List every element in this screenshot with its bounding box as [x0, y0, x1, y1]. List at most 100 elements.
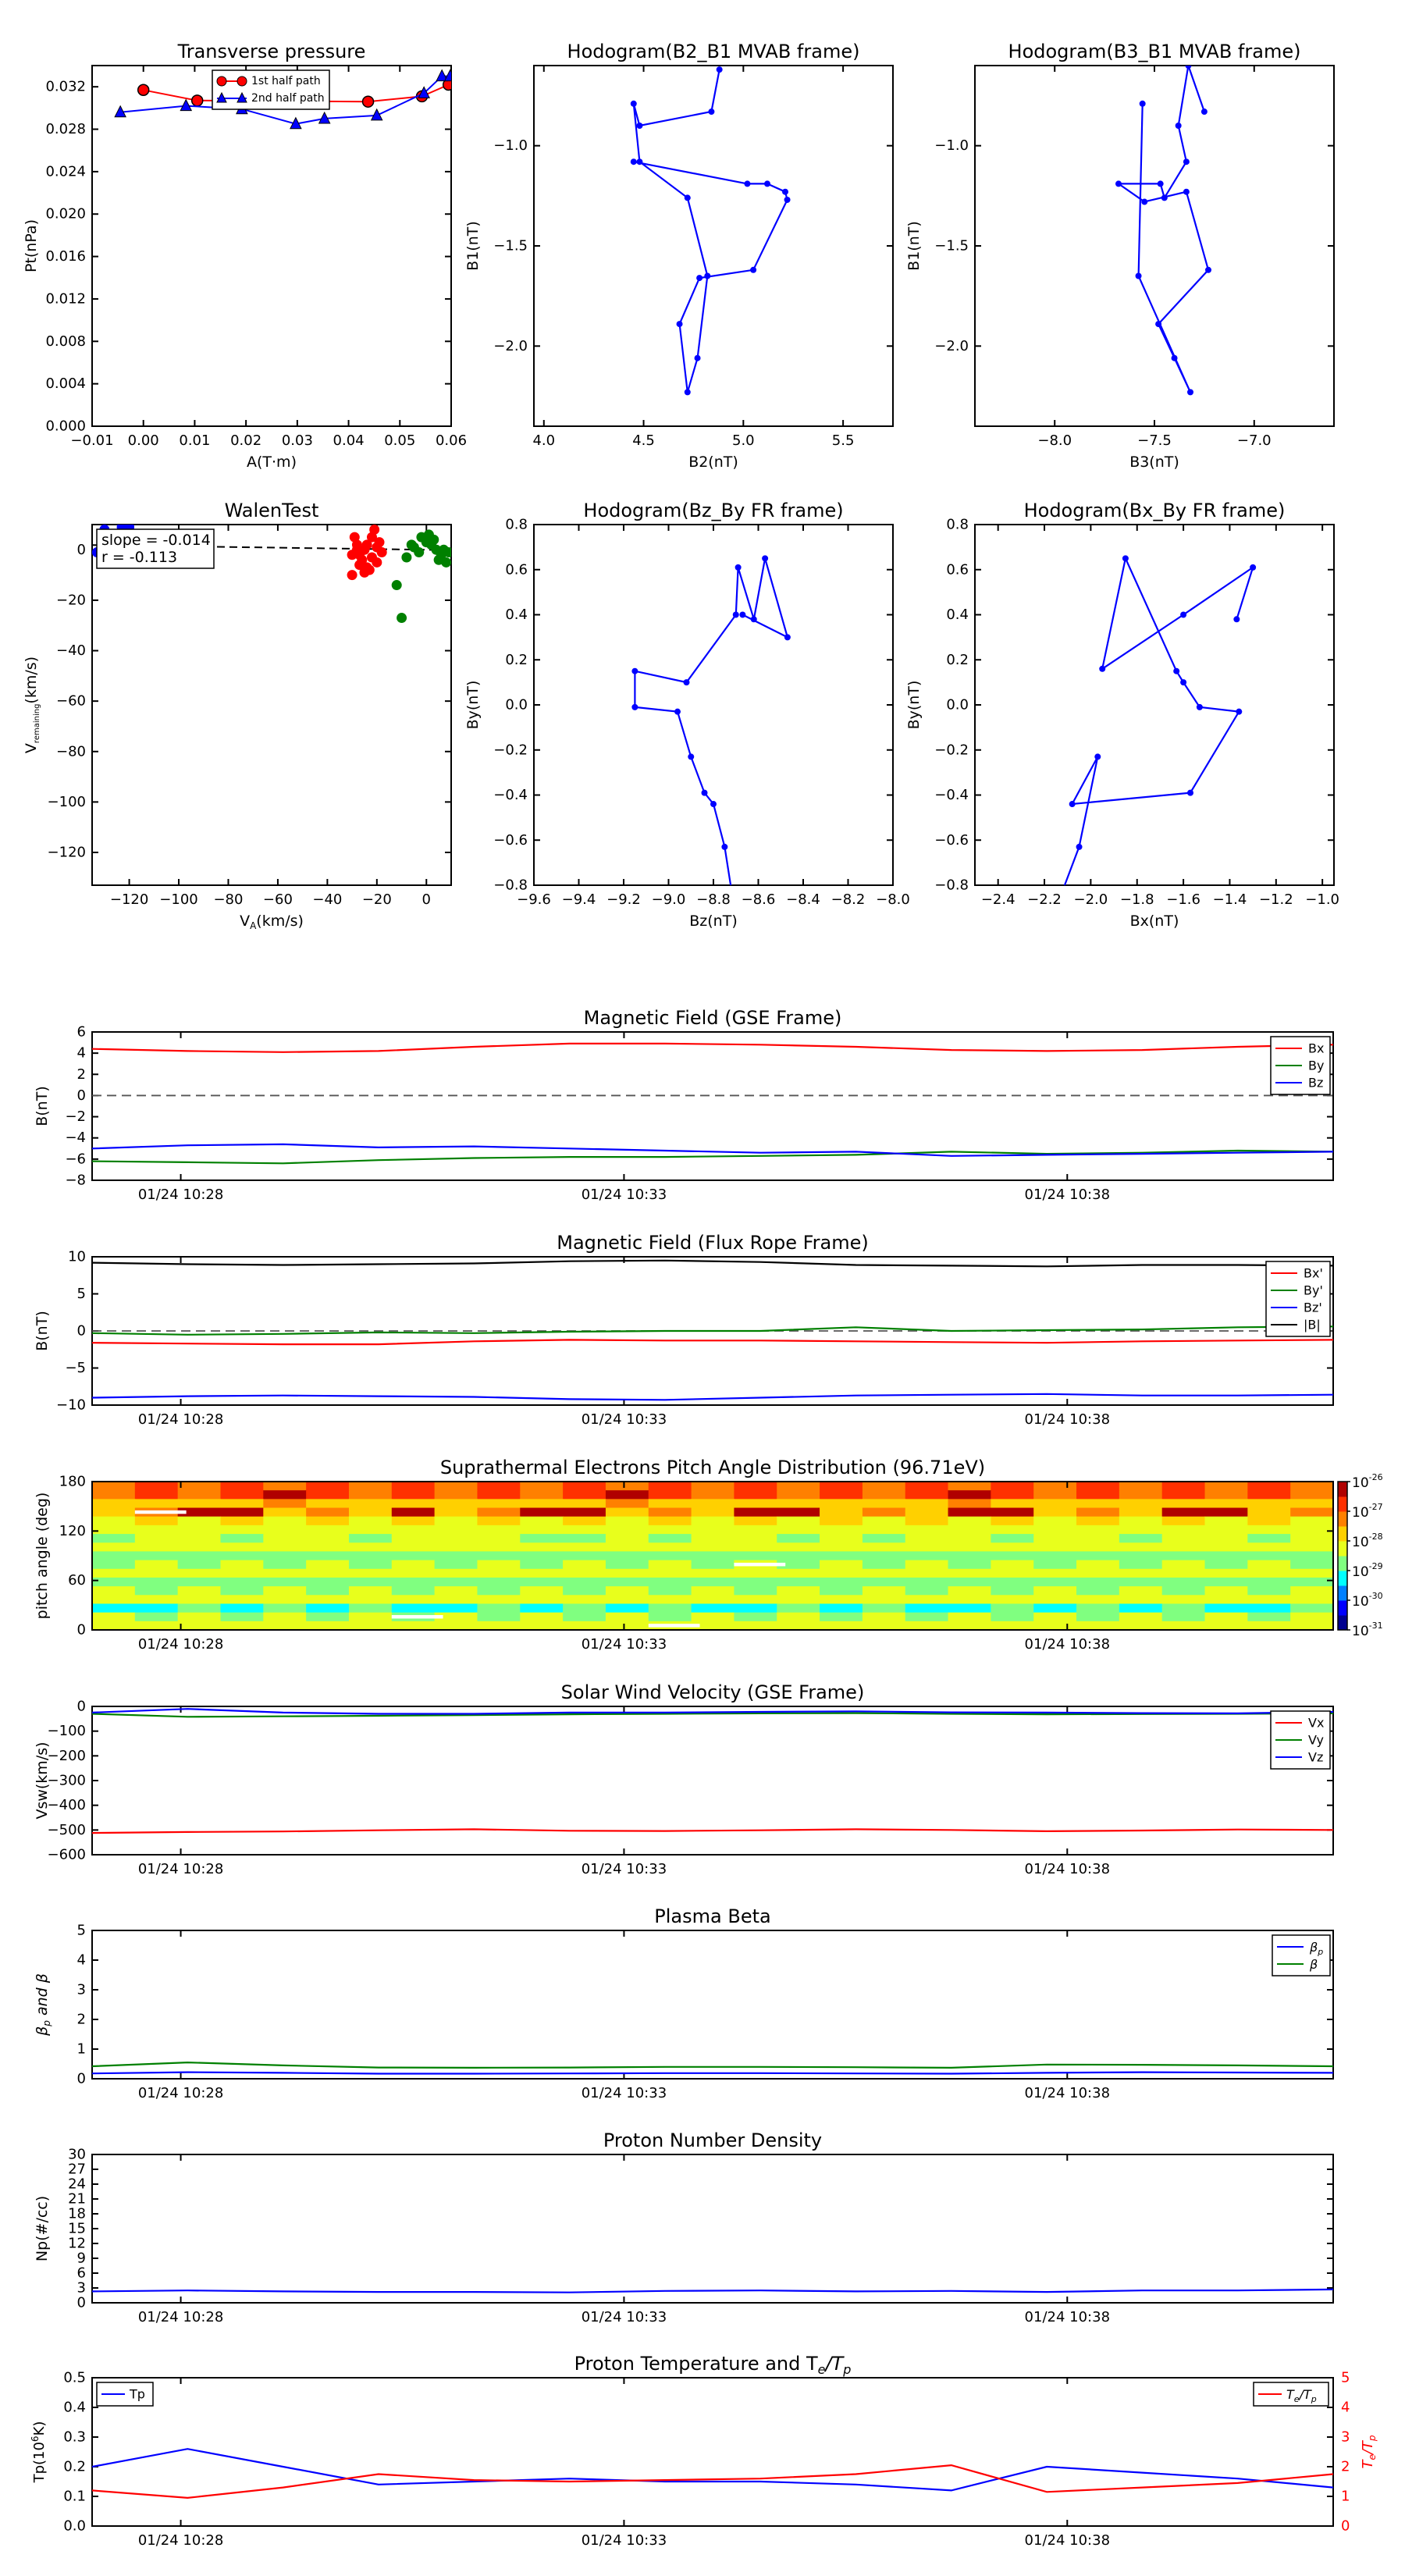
colorbar-segment	[1338, 1526, 1347, 1542]
hodogram-point	[1205, 266, 1211, 273]
heatmap-cell	[134, 1534, 179, 1543]
heatmap-cell	[648, 1595, 692, 1605]
hodogram-point	[1161, 194, 1168, 201]
heatmap-cell	[1161, 1542, 1206, 1553]
y2-tick-label: 0	[1341, 2518, 1350, 2535]
heatmap-cell	[563, 1568, 606, 1578]
heatmap-cell	[92, 1499, 136, 1509]
label-part: p	[1367, 2435, 1378, 2442]
legend-label: Te/Tp	[1286, 2387, 1317, 2404]
hodogram-point	[1187, 389, 1193, 396]
y-tick-label: −1.0	[934, 137, 969, 154]
heatmap-cell	[905, 1577, 949, 1587]
y-tick-label: −80	[56, 743, 86, 760]
heatmap-cell	[520, 1490, 564, 1500]
heatmap-cell	[263, 1490, 307, 1500]
heatmap-cell	[563, 1612, 606, 1622]
hodogram-point	[784, 196, 791, 203]
hodogram-point	[1173, 667, 1180, 674]
heatmap-cell	[1290, 1490, 1334, 1500]
heatmap-cell	[306, 1551, 350, 1561]
heatmap-cell	[1119, 1525, 1163, 1535]
data-point	[443, 547, 451, 558]
legend-marker	[216, 91, 227, 103]
heatmap-cell	[1204, 1560, 1248, 1570]
heatmap-cell	[263, 1603, 307, 1614]
heatmap-cell	[1033, 1525, 1077, 1535]
heatmap-cell	[306, 1542, 350, 1553]
heatmap-cell	[948, 1499, 991, 1509]
y-tick-label: 4	[77, 1045, 86, 1062]
hodogram-point	[1157, 180, 1164, 187]
chart-title: Magnetic Field (GSE Frame)	[584, 1007, 842, 1029]
y-tick-label: 0.012	[45, 290, 86, 307]
y-tick-label: 0.000	[45, 418, 86, 435]
heatmap-cell	[134, 1612, 179, 1622]
heatmap-cell	[477, 1560, 521, 1570]
heatmap-cell	[434, 1612, 478, 1622]
heatmap-cell	[1290, 1507, 1334, 1517]
heatmap-cell	[434, 1542, 478, 1553]
label-part: K)	[31, 2421, 48, 2436]
legend-label: Bz	[1308, 1076, 1323, 1091]
heatmap-cell	[1119, 1551, 1163, 1561]
heatmap-cell	[263, 1577, 307, 1587]
y-tick-label: 0.008	[45, 333, 86, 350]
y2-tick-label: 2	[1341, 2459, 1350, 2475]
y-tick-label: 0.020	[45, 206, 86, 222]
heatmap-cell	[1290, 1577, 1334, 1587]
heatmap-cell	[1161, 1482, 1206, 1491]
chart-title: Transverse pressure	[177, 41, 366, 62]
heatmap-cell	[1119, 1586, 1163, 1596]
heatmap-cell	[263, 1482, 307, 1491]
heatmap-cell	[1161, 1595, 1206, 1605]
plot-area	[92, 1042, 1333, 1165]
heatmap-cell	[734, 1621, 777, 1631]
x-tick-label: −8.0	[876, 891, 910, 908]
heatmap-cell	[434, 1499, 478, 1509]
x-tick-label: 0.05	[384, 432, 415, 449]
heatmap-cell	[348, 1507, 393, 1517]
heatmap-cell	[1247, 1534, 1291, 1543]
label-part: Tp(10	[31, 2442, 48, 2483]
heatmap-cell	[306, 1560, 350, 1570]
chart-title: Proton Number Density	[603, 2129, 822, 2151]
heatmap-cell	[1033, 1542, 1077, 1553]
heatmap-cell	[734, 1507, 777, 1517]
heatmap-cell	[820, 1516, 863, 1526]
y-tick-label: 0.8	[505, 517, 528, 533]
y-tick-label: 0	[77, 1622, 86, 1638]
label-part: -28	[1369, 1532, 1383, 1542]
colorbar-label: 10-31	[1352, 1621, 1383, 1639]
plot-area	[114, 69, 451, 130]
heatmap-cell	[434, 1621, 478, 1631]
hodogram-point	[744, 180, 751, 187]
heatmap-cell	[1119, 1516, 1163, 1526]
heatmap-cell	[605, 1568, 649, 1578]
heatmap-cell	[563, 1499, 606, 1509]
heatmap-cell	[563, 1482, 606, 1491]
heatmap-cell	[1076, 1586, 1120, 1596]
heatmap-cell	[306, 1499, 350, 1509]
heatmap-cell	[862, 1595, 906, 1605]
label-part: /T	[1360, 2439, 1376, 2456]
heatmap-cell	[177, 1568, 222, 1578]
y-axis-label: B(nT)	[34, 1311, 51, 1351]
heatmap-cell	[734, 1577, 777, 1587]
heatmap-cell	[1033, 1621, 1077, 1631]
heatmap-cell	[862, 1603, 906, 1614]
heatmap-cell	[1161, 1603, 1206, 1614]
heatmap-cell	[905, 1603, 949, 1614]
heatmap-cell	[1161, 1551, 1206, 1561]
heatmap-cell	[563, 1595, 606, 1605]
heatmap-cell	[734, 1612, 777, 1622]
heatmap-cell	[134, 1551, 179, 1561]
heatmap-cell	[605, 1525, 649, 1535]
y-tick-label: 0.032	[45, 79, 86, 95]
heatmap-cell	[1247, 1568, 1291, 1578]
heatmap-cell	[1076, 1551, 1120, 1561]
heatmap-cell	[1119, 1507, 1163, 1517]
heatmap-cell	[477, 1542, 521, 1553]
series-line	[92, 1339, 1333, 1346]
x-tick-label: −1.8	[1120, 891, 1154, 908]
